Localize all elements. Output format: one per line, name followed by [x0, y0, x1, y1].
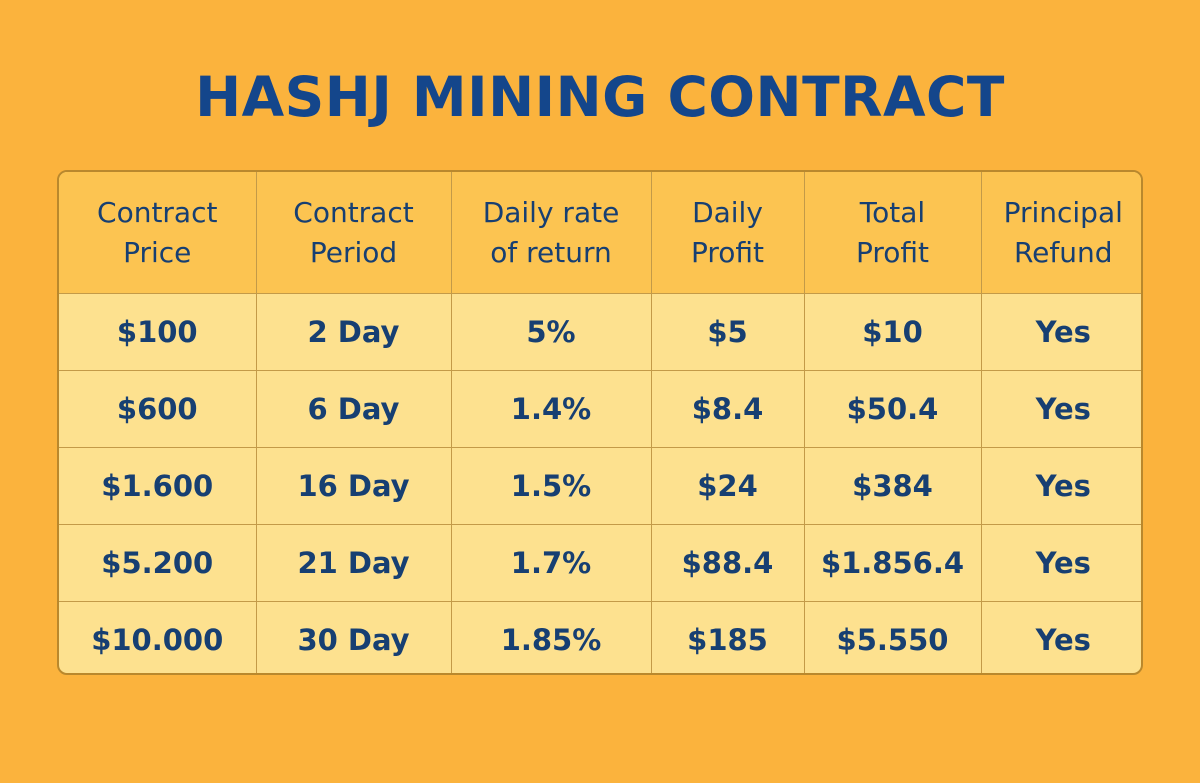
header-daily-profit: Daily Profit: [651, 172, 805, 294]
table-row: $1.600 16 Day 1.5% $24 $384 Yes: [59, 447, 1141, 525]
cell-daily-profit: $185: [651, 601, 805, 673]
cell-total-profit: $50.4: [804, 370, 982, 448]
contract-table-grid: Contract Price Contract Period Daily rat…: [59, 172, 1141, 673]
cell-daily-rate: 1.4%: [451, 370, 652, 448]
cell-daily-profit: $5: [651, 293, 805, 371]
cell-daily-profit: $24: [651, 447, 805, 525]
cell-daily-rate: 1.85%: [451, 601, 652, 673]
cell-principal-refund: Yes: [981, 524, 1141, 602]
cell-contract-price: $600: [59, 370, 257, 448]
cell-contract-period: 21 Day: [256, 524, 452, 602]
cell-daily-rate: 5%: [451, 293, 652, 371]
table-row: $10.000 30 Day 1.85% $185 $5.550 Yes: [59, 601, 1141, 673]
cell-contract-price: $5.200: [59, 524, 257, 602]
header-total-profit: Total Profit: [804, 172, 982, 294]
cell-daily-profit: $8.4: [651, 370, 805, 448]
contract-table: Contract Price Contract Period Daily rat…: [57, 170, 1143, 675]
header-daily-rate: Daily rate of return: [451, 172, 652, 294]
cell-contract-price: $1.600: [59, 447, 257, 525]
cell-total-profit: $5.550: [804, 601, 982, 673]
table-row: $600 6 Day 1.4% $8.4 $50.4 Yes: [59, 370, 1141, 448]
cell-principal-refund: Yes: [1035, 623, 1091, 657]
header-contract-period: Contract Period: [256, 172, 452, 294]
cell-principal-refund: Yes: [981, 370, 1141, 448]
header-row: Contract Price Contract Period Daily rat…: [59, 172, 1141, 294]
cell-total-profit: $384: [804, 447, 982, 525]
table-row: $100 2 Day 5% $5 $10 Yes: [59, 293, 1141, 371]
header-contract-price: Contract Price: [59, 172, 257, 294]
cell-contract-price: $10.000: [59, 601, 257, 673]
cell-contract-period: 6 Day: [256, 370, 452, 448]
cell-contract-period: 16 Day: [256, 447, 452, 525]
cell-contract-period: 2 Day: [256, 293, 452, 371]
cell-daily-profit: $88.4: [651, 524, 805, 602]
cell-total-profit: $10: [804, 293, 982, 371]
cell-principal-refund: Yes: [981, 293, 1141, 371]
table-row: $5.200 21 Day 1.7% $88.4 $1.856.4 Yes: [59, 524, 1141, 602]
cell-daily-rate: 1.7%: [451, 524, 652, 602]
cell-contract-price: $100: [59, 293, 257, 371]
page-title: HASHJ MINING CONTRACT: [195, 65, 1005, 129]
cell-principal-refund: Yes: [981, 447, 1141, 525]
header-principal-refund: Principal Refund: [981, 172, 1141, 294]
cell-total-profit: $1.856.4: [804, 524, 982, 602]
cell-daily-rate: 1.5%: [451, 447, 652, 525]
cell-contract-period: 30 Day: [256, 601, 452, 673]
